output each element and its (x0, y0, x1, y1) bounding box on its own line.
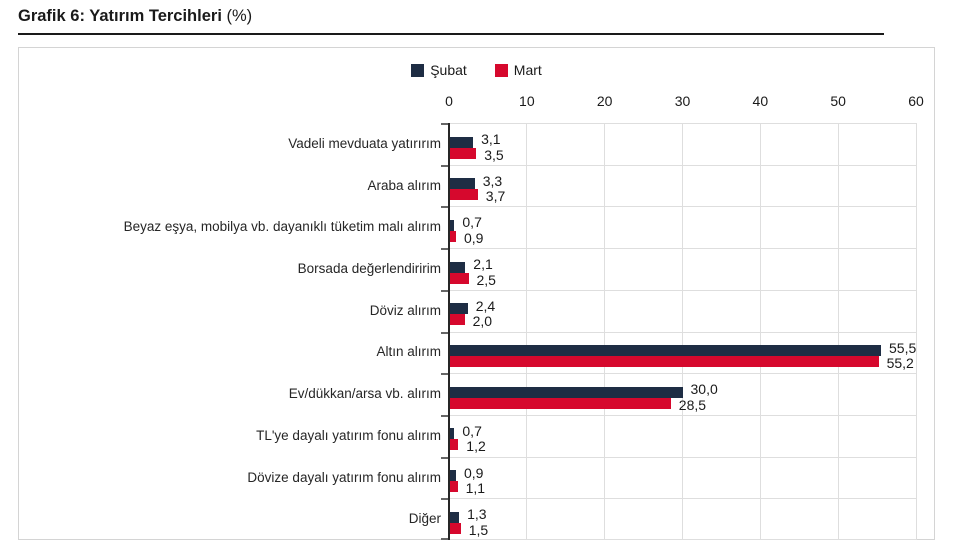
bar-mart (449, 314, 465, 326)
category-label: Beyaz eşya, mobilya vb. dayanıklı tüketi… (123, 219, 441, 235)
category-label: Diğer (408, 511, 441, 527)
value-label-subat: 0,7 (462, 422, 482, 439)
y-axis-tick-mark (441, 457, 449, 459)
y-axis-tick-mark (441, 498, 449, 500)
chart-title-unit: (%) (226, 7, 253, 25)
y-axis-tick-mark (441, 290, 449, 292)
legend-label-subat: Şubat (430, 62, 467, 78)
bar-mart (449, 356, 879, 367)
bar-mart (449, 522, 461, 534)
x-axis-tick-label: 60 (908, 93, 924, 109)
y-axis-tick-mark (441, 165, 449, 167)
y-axis-tick-mark (441, 373, 449, 375)
legend-label-mart: Mart (513, 62, 542, 78)
value-label-subat: 3,1 (481, 131, 501, 147)
gridline-vertical (916, 123, 917, 540)
chart-title: Grafik 6: Yatırım Tercihleri (%) (18, 7, 252, 26)
value-label-mart: 55,2 (886, 355, 914, 371)
value-label-subat: 3,3 (482, 172, 503, 189)
gridline-vertical (526, 123, 527, 540)
y-axis-tick-mark (441, 248, 449, 250)
bar-mart (449, 189, 478, 201)
bar-mart (449, 147, 477, 159)
chart-title-text: Grafik 6: Yatırım Tercihleri (18, 7, 222, 25)
category-label: Borsada değerlendiririm (297, 261, 441, 276)
value-label-subat: 30,0 (690, 381, 718, 398)
category-label: Dövize dayalı yatırım fonu alırım (247, 469, 441, 485)
x-axis-tick-label: 50 (830, 93, 846, 109)
gridline-vertical (838, 123, 839, 540)
value-label-mart: 2,0 (472, 313, 493, 330)
category-label: Araba alırım (367, 177, 441, 193)
bar-subat (449, 345, 881, 356)
bar-mart (449, 230, 456, 242)
value-label-subat: 1,3 (467, 506, 487, 523)
y-axis-tick-mark (441, 123, 449, 125)
category-label: Vadeli mevduata yatırırım (288, 135, 441, 151)
value-label-mart: 28,5 (678, 396, 707, 413)
y-axis-line (448, 123, 450, 540)
value-label-subat: 2,4 (475, 297, 496, 314)
x-axis-tick-label: 0 (445, 93, 453, 109)
bar-subat (449, 386, 683, 398)
value-label-mart: 0,9 (464, 229, 484, 246)
gridline-vertical (760, 123, 761, 540)
category-label: TL'ye dayalı yatırım fonu alırım (256, 427, 441, 443)
gridline-vertical (682, 123, 683, 540)
chart-container: Şubat Mart 0 10 20 30 40 50 60 3,1 3,5 3,3 3,7 0,7… (18, 47, 935, 540)
x-axis-tick-label: 20 (596, 93, 613, 109)
legend: Şubat Mart (19, 62, 934, 78)
bar-mart (449, 397, 671, 409)
legend-swatch-subat (411, 63, 425, 77)
value-label-subat: 2,1 (473, 256, 493, 273)
y-axis-tick-mark (441, 538, 449, 540)
value-label-mart: 1,5 (468, 521, 489, 538)
legend-item-subat: Şubat (411, 62, 467, 78)
y-axis-tick-mark (441, 206, 449, 208)
category-axis: Vadeli mevduata yatırırım Araba alırım Bey… (27, 123, 441, 540)
bar-subat (449, 470, 456, 482)
value-label-subat: 0,9 (464, 464, 484, 481)
x-axis-tick-label: 40 (752, 93, 769, 109)
value-label-subat: 0,7 (462, 214, 482, 231)
x-axis: 0 10 20 30 40 50 60 (19, 93, 934, 111)
gridline-vertical (604, 123, 605, 540)
x-axis-tick-label: 10 (519, 93, 535, 109)
plot-area: 3,1 3,5 3,3 3,7 0,7 0,9 2,1 2,5 2,4 2,0 55,5 55,2 30… (441, 123, 917, 540)
bar-subat (449, 178, 475, 190)
bar-mart (449, 481, 458, 493)
title-underline (18, 33, 884, 35)
value-label-mart: 1,1 (465, 480, 486, 497)
bar-subat (449, 303, 468, 315)
bar-subat (449, 261, 466, 273)
bar-subat (449, 511, 460, 523)
y-axis-tick-mark (441, 415, 449, 417)
bar-subat (449, 136, 474, 148)
bar-subat (449, 428, 455, 440)
value-label-mart: 2,5 (476, 271, 496, 288)
bar-mart (449, 272, 469, 284)
value-label-subat: 55,5 (889, 339, 917, 356)
legend-swatch-mart (494, 63, 508, 77)
category-label: Döviz alırım (369, 302, 441, 318)
y-axis-tick-mark (441, 332, 449, 334)
bar-mart (449, 439, 459, 451)
category-label: Ev/dükkan/arsa vb. alırım (288, 386, 441, 402)
x-axis-tick-label: 30 (674, 93, 691, 109)
bar-subat (449, 219, 455, 231)
legend-item-mart: Mart (494, 62, 542, 78)
value-label-mart: 3,7 (485, 188, 506, 205)
category-label: Altın alırım (376, 344, 441, 360)
value-label-mart: 1,2 (466, 438, 486, 455)
value-label-mart: 3,5 (484, 146, 504, 163)
